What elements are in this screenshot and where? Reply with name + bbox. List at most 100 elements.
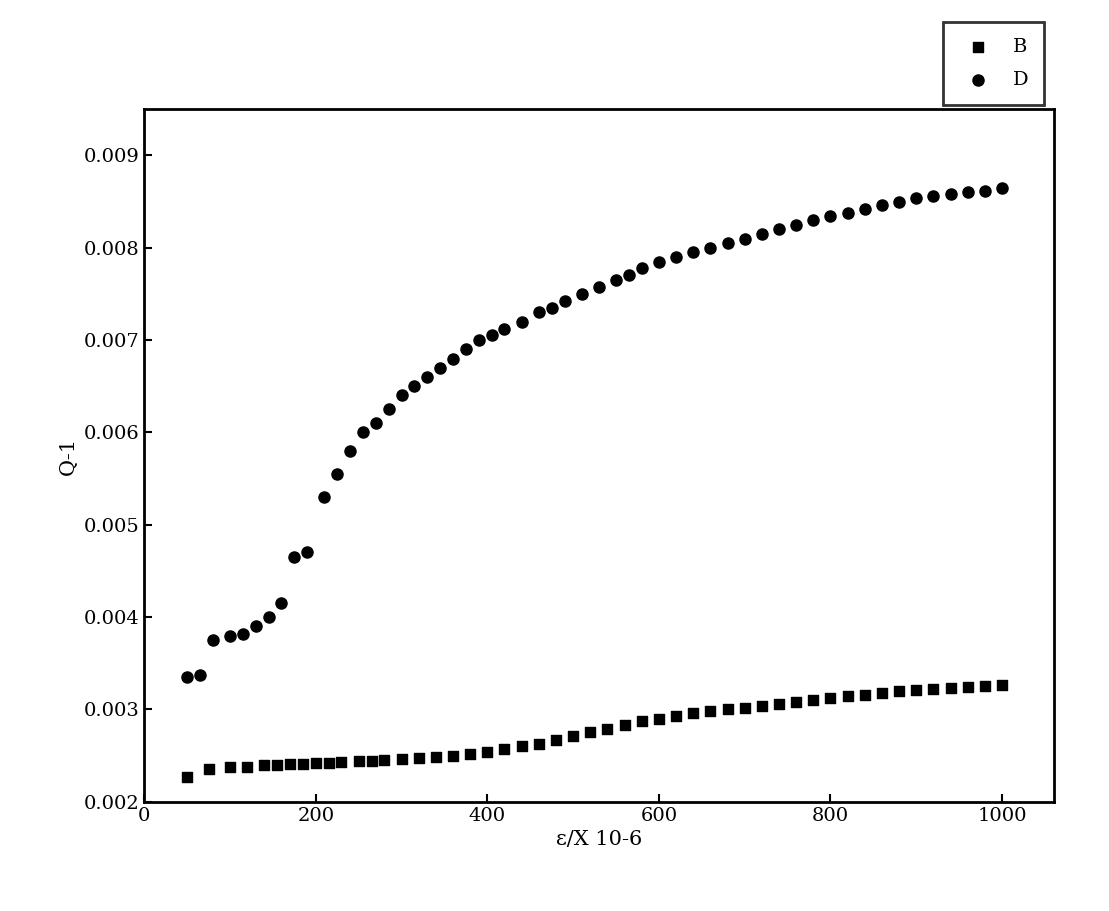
D [684, 245, 702, 260]
D [787, 218, 805, 232]
B [393, 752, 410, 766]
B [427, 750, 445, 764]
D [315, 490, 333, 505]
B [959, 680, 977, 694]
D [976, 183, 994, 198]
D [873, 198, 891, 212]
B [873, 685, 891, 700]
B [736, 701, 754, 715]
D [719, 236, 736, 251]
B [376, 752, 394, 767]
B [547, 732, 564, 747]
B [581, 725, 599, 740]
D [444, 352, 461, 366]
D [285, 549, 303, 564]
D [204, 633, 222, 648]
B [496, 742, 513, 756]
B [349, 753, 367, 768]
B [564, 729, 582, 743]
B [200, 763, 217, 777]
D [702, 241, 720, 255]
B [684, 706, 702, 721]
D [234, 627, 252, 641]
D [342, 444, 359, 458]
B [668, 709, 685, 723]
B [753, 699, 771, 713]
D [496, 322, 513, 336]
D [179, 670, 196, 684]
B [478, 744, 496, 759]
D [650, 254, 668, 269]
X-axis label: ε/X 10-6: ε/X 10-6 [556, 830, 642, 849]
D [393, 388, 410, 403]
B [907, 682, 925, 697]
D [620, 268, 638, 282]
B [307, 755, 325, 770]
D [856, 201, 874, 216]
D [431, 361, 449, 375]
Legend: B, D: B, D [943, 22, 1044, 105]
B [512, 739, 530, 753]
D [470, 333, 488, 347]
B [255, 757, 273, 772]
D [273, 596, 291, 610]
D [406, 379, 424, 394]
D [959, 185, 977, 200]
D [838, 205, 856, 220]
B [702, 704, 720, 719]
B [804, 693, 822, 708]
D [891, 194, 908, 209]
B [319, 755, 337, 770]
D [354, 425, 372, 440]
D [925, 189, 943, 203]
B [856, 687, 874, 701]
B [615, 718, 633, 732]
B [787, 695, 805, 710]
B [719, 702, 736, 717]
D [247, 619, 265, 633]
B [179, 770, 196, 784]
D [804, 213, 822, 228]
B [994, 678, 1011, 692]
B [925, 681, 943, 696]
D [994, 180, 1011, 195]
B [268, 757, 286, 772]
D [482, 328, 500, 343]
D [530, 305, 548, 320]
D [907, 190, 925, 205]
D [607, 272, 624, 287]
D [298, 545, 316, 559]
B [599, 722, 617, 736]
D [328, 466, 346, 481]
B [363, 753, 380, 768]
B [333, 754, 350, 769]
D [590, 280, 608, 294]
D [753, 227, 771, 241]
B [770, 697, 787, 711]
D [379, 402, 397, 416]
B [444, 748, 461, 763]
B [530, 736, 548, 751]
B [633, 714, 651, 729]
B [976, 679, 994, 693]
D [260, 609, 277, 624]
B [410, 751, 428, 765]
B [891, 683, 908, 698]
B [221, 759, 238, 773]
B [822, 691, 840, 706]
B [838, 689, 856, 703]
D [668, 250, 685, 264]
D [573, 287, 591, 302]
D [367, 416, 385, 431]
B [282, 756, 299, 771]
B [461, 746, 479, 761]
D [221, 629, 238, 643]
D [457, 342, 475, 356]
D [736, 231, 754, 246]
D [822, 210, 840, 224]
D [942, 187, 959, 201]
B [294, 756, 312, 771]
D [542, 301, 560, 315]
D [556, 294, 573, 309]
D [191, 668, 208, 682]
